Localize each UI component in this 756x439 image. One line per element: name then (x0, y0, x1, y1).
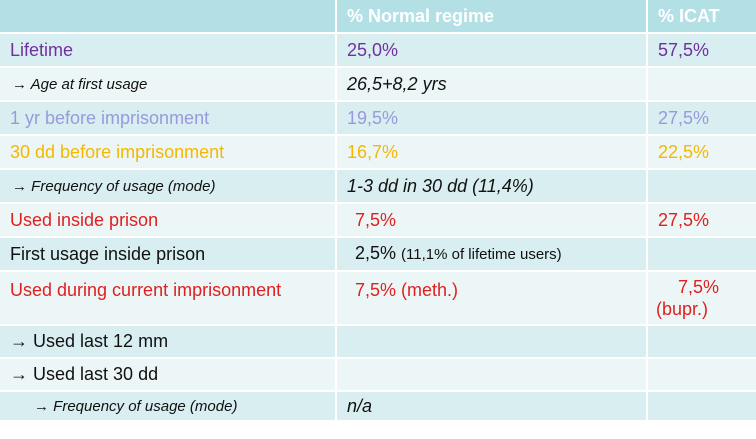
arrow-right-icon: → (12, 177, 27, 195)
row-label: Used during current imprisonment (0, 271, 336, 326)
header-normal-regime: % Normal regime (335, 0, 647, 34)
header-blank (0, 0, 336, 34)
normal-value: 16,7% (335, 135, 647, 170)
icat-note: (bupr.) (656, 299, 709, 319)
icat-value (646, 325, 756, 359)
row-label: → Frequency of usage (mode) (0, 391, 336, 422)
arrow-right-icon: → (12, 75, 27, 93)
row-label: → Frequency of usage (mode) (0, 169, 336, 204)
normal-value: 2,5% (11,1% of lifetime users) (335, 237, 647, 272)
table-row: 30 dd before imprisonment 16,7% 22,5% (0, 135, 756, 170)
icat-value: 7,5% (bupr.) (646, 271, 756, 326)
row-label: → Used last 30 dd (0, 358, 336, 392)
icat-value (646, 358, 756, 392)
icat-value: 27,5% (646, 101, 756, 136)
table-row: 1 yr before imprisonment 19,5% 27,5% (0, 101, 756, 136)
table-row: Used inside prison 7,5% 27,5% (0, 203, 756, 238)
icat-value (646, 169, 756, 204)
table-row: → Frequency of usage (mode) 1-3 dd in 30… (0, 169, 756, 204)
table-row: → Used last 12 mm (0, 325, 756, 359)
row-label: → Age at first usage (0, 67, 336, 102)
table-row: First usage inside prison 2,5% (11,1% of… (0, 237, 756, 272)
normal-value (335, 325, 647, 359)
icat-value: 22,5% (646, 135, 756, 170)
icat-value (646, 67, 756, 102)
data-table: % Normal regime % ICAT Lifetime 25,0% 57… (0, 0, 756, 422)
icat-value: 57,5% (646, 33, 756, 68)
normal-value: 1-3 dd in 30 dd (11,4%) (335, 169, 647, 204)
normal-value: 19,5% (335, 101, 647, 136)
row-label: 1 yr before imprisonment (0, 101, 336, 136)
table-row: → Age at first usage 26,5+8,2 yrs (0, 67, 756, 102)
row-label: Lifetime (0, 33, 336, 68)
icat-value (646, 391, 756, 422)
row-label: First usage inside prison (0, 237, 336, 272)
normal-value: n/a (335, 391, 647, 422)
table-row: → Used last 30 dd (0, 358, 756, 392)
normal-value: 7,5% (335, 203, 647, 238)
normal-value: 26,5+8,2 yrs (335, 67, 647, 102)
table-row: → Frequency of usage (mode) n/a (0, 391, 756, 422)
row-label: Used inside prison (0, 203, 336, 238)
arrow-right-icon: → (10, 364, 28, 384)
normal-value: 25,0% (335, 33, 647, 68)
header-icat: % ICAT (646, 0, 756, 34)
arrow-right-icon: → (34, 397, 49, 415)
icat-value (646, 237, 756, 272)
normal-note: (11,1% of lifetime users) (401, 246, 562, 263)
icat-value: 27,5% (646, 203, 756, 238)
table-row: Used during current imprisonment 7,5% (m… (0, 271, 756, 326)
row-label: → Used last 12 mm (0, 325, 336, 359)
row-label: 30 dd before imprisonment (0, 135, 336, 170)
table-row: Lifetime 25,0% 57,5% (0, 33, 756, 68)
normal-value (335, 358, 647, 392)
normal-value: 7,5% (meth.) (335, 271, 647, 326)
header-row: % Normal regime % ICAT (0, 0, 756, 34)
arrow-right-icon: → (10, 331, 28, 351)
